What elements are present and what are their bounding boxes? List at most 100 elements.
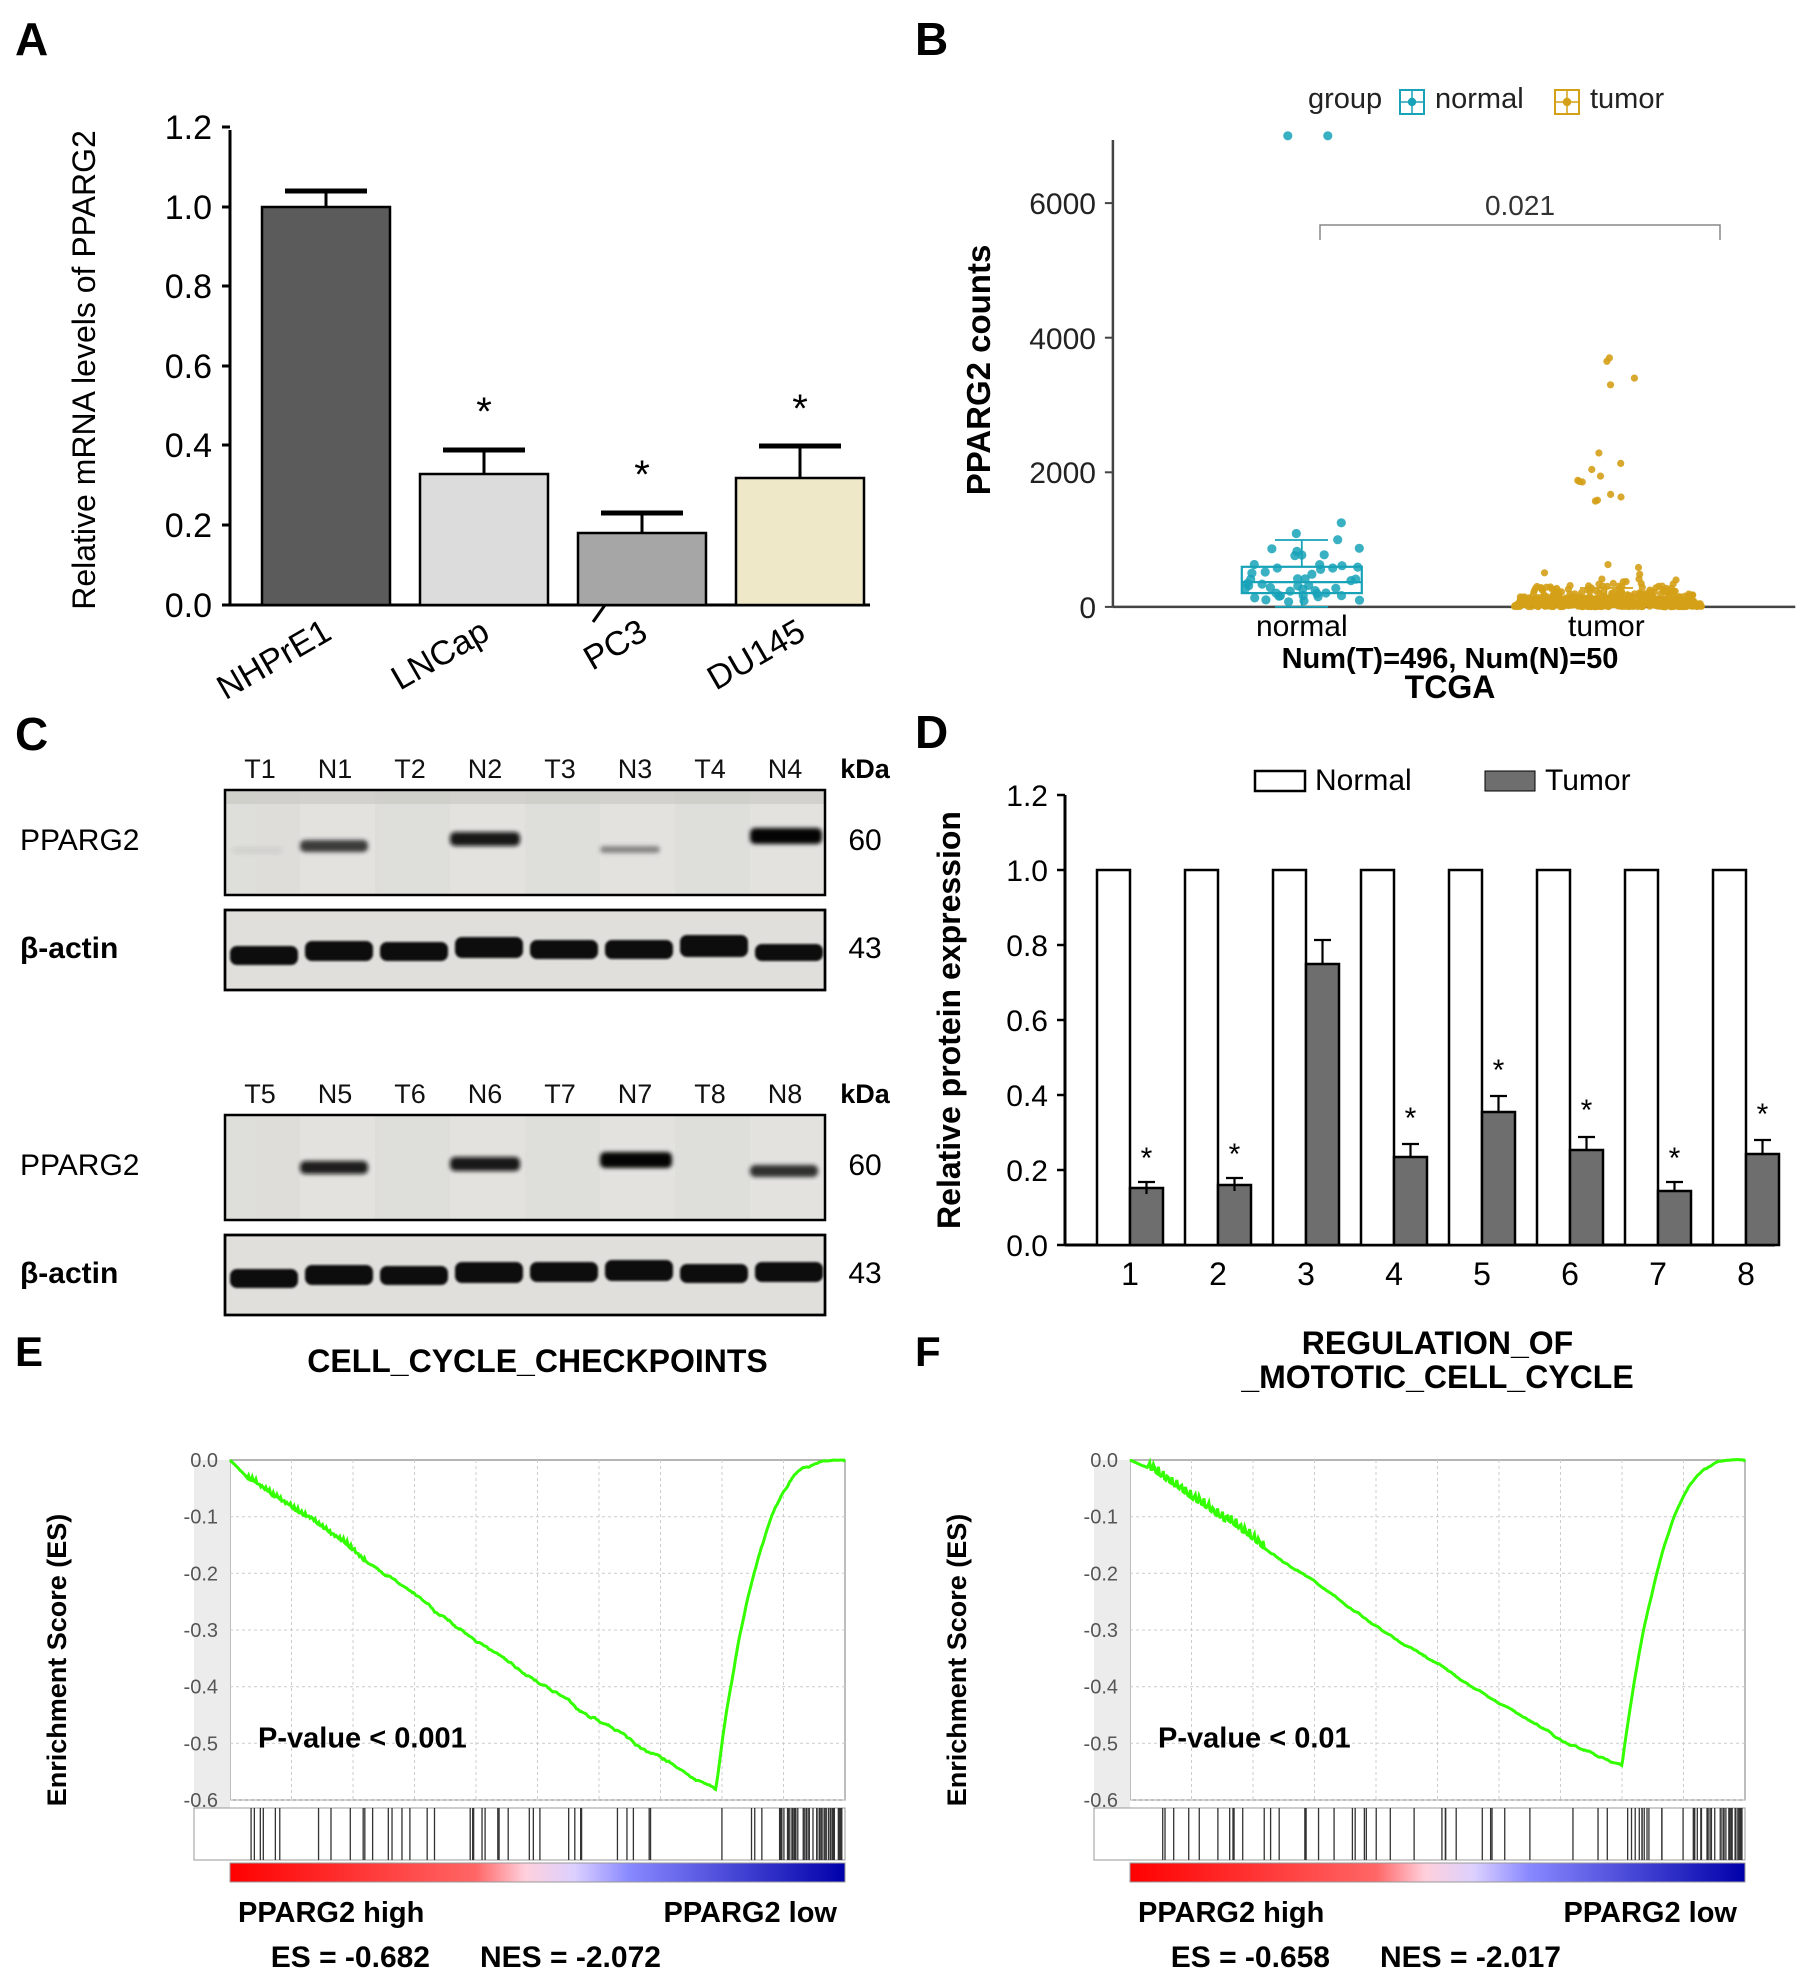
svg-text:43: 43 xyxy=(848,1257,881,1290)
svg-text:PPARG2 high: PPARG2 high xyxy=(238,1897,424,1929)
svg-text:normal: normal xyxy=(1256,610,1348,643)
svg-text:-0.3: -0.3 xyxy=(1084,1620,1118,1642)
svg-text:Tumor: Tumor xyxy=(1545,764,1631,797)
svg-text:CELL_CYCLE_CHECKPOINTS: CELL_CYCLE_CHECKPOINTS xyxy=(307,1343,768,1379)
svg-text:*: * xyxy=(634,453,650,497)
svg-text:N3: N3 xyxy=(618,754,653,784)
svg-text:1: 1 xyxy=(1121,1256,1139,1292)
svg-text:0.8: 0.8 xyxy=(165,268,212,306)
svg-text:Relative mRNA levels of PPA: Relative mRNA levels of PPARG2 xyxy=(66,130,102,610)
svg-text:B: B xyxy=(915,13,948,65)
svg-text:NES = -2.017: NES = -2.017 xyxy=(1380,1941,1561,1973)
svg-text:8: 8 xyxy=(1737,1256,1755,1292)
svg-text:0.6: 0.6 xyxy=(165,348,212,386)
svg-text:T6: T6 xyxy=(394,1079,426,1109)
svg-text:0.2: 0.2 xyxy=(165,507,212,545)
svg-text:T2: T2 xyxy=(394,754,426,784)
svg-text:T7: T7 xyxy=(544,1079,576,1109)
svg-text:REGULATION_OF: REGULATION_OF xyxy=(1302,1325,1573,1361)
svg-text:4: 4 xyxy=(1385,1256,1403,1292)
svg-text:TCGA: TCGA xyxy=(1405,669,1496,700)
svg-text:6: 6 xyxy=(1561,1256,1579,1292)
svg-text:-0.3: -0.3 xyxy=(184,1620,218,1642)
svg-text:tumor: tumor xyxy=(1568,610,1645,643)
svg-text:*: * xyxy=(1141,1142,1153,1175)
svg-text:F: F xyxy=(915,1328,941,1375)
svg-text:N8: N8 xyxy=(768,1079,803,1109)
svg-text:tumor: tumor xyxy=(1590,83,1664,115)
svg-text:PPARG2 high: PPARG2 high xyxy=(1138,1897,1324,1929)
svg-text:-0.2: -0.2 xyxy=(1084,1563,1118,1585)
svg-text:β-actin: β-actin xyxy=(20,932,118,965)
svg-text:PC3: PC3 xyxy=(577,612,653,678)
svg-text:43: 43 xyxy=(848,932,881,965)
svg-text:1.0: 1.0 xyxy=(165,189,212,227)
svg-text:Enrichment Score (ES): Enrichment Score (ES) xyxy=(942,1514,972,1807)
svg-text:ES = -0.682: ES = -0.682 xyxy=(271,1941,430,1973)
svg-text:-0.4: -0.4 xyxy=(1084,1677,1118,1699)
svg-text:C: C xyxy=(15,708,48,760)
svg-text:T8: T8 xyxy=(694,1079,726,1109)
svg-text:PPARG2 low: PPARG2 low xyxy=(1564,1897,1738,1929)
svg-text:PPARG2 counts: PPARG2 counts xyxy=(960,245,997,496)
svg-text:N2: N2 xyxy=(468,754,503,784)
svg-text:kDa: kDa xyxy=(840,1079,891,1109)
svg-text:3: 3 xyxy=(1297,1256,1315,1292)
svg-text:-0.5: -0.5 xyxy=(1084,1733,1118,1755)
svg-text:0.0: 0.0 xyxy=(1006,1230,1048,1263)
svg-text:*: * xyxy=(1757,1098,1769,1131)
svg-text:-0.1: -0.1 xyxy=(184,1507,218,1529)
svg-text:*: * xyxy=(792,387,808,431)
svg-text:7: 7 xyxy=(1649,1256,1667,1292)
svg-text:N1: N1 xyxy=(318,754,353,784)
svg-text:NES = -2.072: NES = -2.072 xyxy=(480,1941,661,1973)
svg-text:Relative protein expression: Relative protein expression xyxy=(931,811,967,1229)
svg-text:T3: T3 xyxy=(544,754,576,784)
svg-text:0.8: 0.8 xyxy=(1006,930,1048,963)
svg-text:0: 0 xyxy=(1079,592,1096,625)
svg-text:NHPrE1: NHPrE1 xyxy=(211,612,338,700)
svg-text:*: * xyxy=(1229,1138,1241,1171)
svg-text:DU145: DU145 xyxy=(701,612,812,698)
svg-text:0.021: 0.021 xyxy=(1485,190,1555,221)
svg-text:-0.1: -0.1 xyxy=(1084,1507,1118,1529)
svg-text:60: 60 xyxy=(848,1149,881,1182)
svg-text:PPARG2: PPARG2 xyxy=(20,1149,140,1182)
svg-text:LNCap: LNCap xyxy=(385,612,496,698)
svg-text:T5: T5 xyxy=(244,1079,276,1109)
svg-text:0.2: 0.2 xyxy=(1006,1155,1048,1188)
svg-text:2: 2 xyxy=(1209,1256,1227,1292)
svg-text:0.0: 0.0 xyxy=(190,1450,218,1472)
svg-text:P-value < 0.001: P-value < 0.001 xyxy=(258,1722,467,1754)
svg-text:1.2: 1.2 xyxy=(165,109,212,147)
svg-text:group: group xyxy=(1308,83,1382,115)
svg-text:Normal: Normal xyxy=(1315,764,1412,797)
svg-text:2000: 2000 xyxy=(1029,457,1096,490)
svg-text:PPARG2 low: PPARG2 low xyxy=(664,1897,838,1929)
svg-text:Enrichment Score (ES): Enrichment Score (ES) xyxy=(42,1514,72,1807)
svg-text:*: * xyxy=(1405,1102,1417,1135)
svg-text:N5: N5 xyxy=(318,1079,353,1109)
svg-text:5: 5 xyxy=(1473,1256,1491,1292)
svg-text:1.2: 1.2 xyxy=(1006,780,1048,813)
svg-text:*: * xyxy=(1493,1054,1505,1087)
svg-text:*: * xyxy=(476,390,492,434)
svg-text:-0.4: -0.4 xyxy=(184,1677,218,1699)
svg-text:_MOTOTIC_CELL_CYCLE: _MOTOTIC_CELL_CYCLE xyxy=(1240,1359,1633,1395)
svg-text:PPARG2: PPARG2 xyxy=(20,824,140,857)
svg-text:D: D xyxy=(915,706,948,758)
svg-text:0.0: 0.0 xyxy=(165,587,212,625)
svg-text:β-actin: β-actin xyxy=(20,1257,118,1290)
svg-text:0.6: 0.6 xyxy=(1006,1005,1048,1038)
svg-text:0.0: 0.0 xyxy=(1090,1450,1118,1472)
svg-text:P-value < 0.01: P-value < 0.01 xyxy=(1158,1722,1351,1754)
svg-text:N7: N7 xyxy=(618,1079,653,1109)
svg-text:N4: N4 xyxy=(768,754,803,784)
svg-text:kDa: kDa xyxy=(840,754,891,784)
svg-text:E: E xyxy=(15,1328,43,1375)
svg-text:6000: 6000 xyxy=(1029,188,1096,221)
svg-text:normal: normal xyxy=(1435,83,1524,115)
svg-text:60: 60 xyxy=(848,824,881,857)
svg-text:-0.5: -0.5 xyxy=(184,1733,218,1755)
svg-text:0.4: 0.4 xyxy=(1006,1080,1048,1113)
